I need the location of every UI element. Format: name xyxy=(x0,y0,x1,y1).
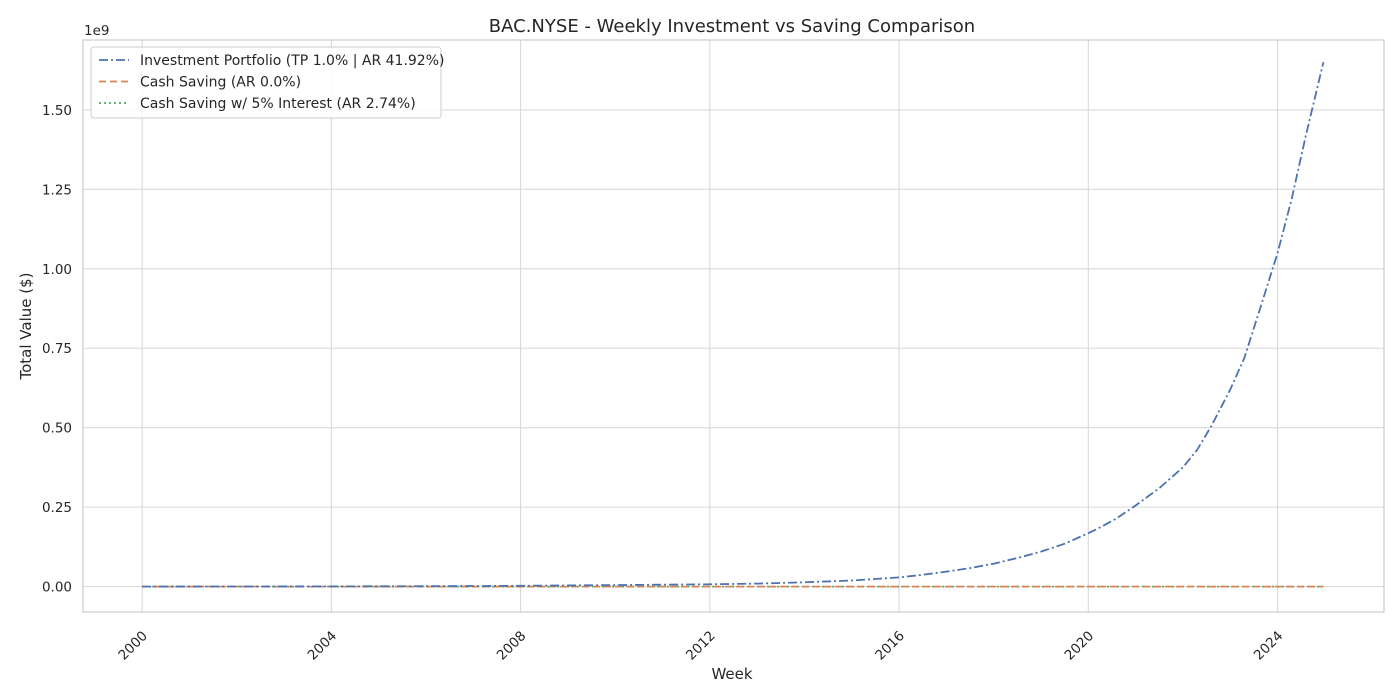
y-tick-labels: 0.00 0.25 0.50 0.75 1.00 1.25 1.50 xyxy=(42,103,72,596)
legend-entry: Investment Portfolio (TP 1.0% | AR 41.92… xyxy=(140,53,444,69)
y-tick-label: 0.00 xyxy=(42,580,72,596)
x-tick-label: 2008 xyxy=(494,628,530,664)
x-tick-label: 2016 xyxy=(872,628,908,664)
y-tick-label: 0.75 xyxy=(42,341,72,357)
series-line xyxy=(142,61,1325,588)
grid-lines xyxy=(83,40,1384,612)
y-tick-label: 0.50 xyxy=(42,421,72,437)
y-tick-label: 1.50 xyxy=(42,103,72,119)
plot-frame xyxy=(82,39,1385,613)
y-tick-label: 1.00 xyxy=(42,262,72,278)
x-tick-labels: 2000 2004 2008 2012 2016 2020 2024 xyxy=(115,628,1286,664)
x-axis-label: Week xyxy=(711,665,752,683)
legend-entry: Cash Saving (AR 0.0%) xyxy=(140,75,301,91)
x-tick-label: 2004 xyxy=(305,628,341,664)
series-lines xyxy=(142,61,1325,588)
y-tick-label: 0.25 xyxy=(42,500,72,516)
x-tick-label: 2020 xyxy=(1062,628,1098,664)
x-tick-label: 2024 xyxy=(1251,628,1287,664)
legend-box xyxy=(90,46,442,119)
legend: Investment Portfolio (TP 1.0% | AR 41.92… xyxy=(90,46,444,119)
y-axis-label: Total Value ($) xyxy=(17,272,35,380)
chart-title: BAC.NYSE - Weekly Investment vs Saving C… xyxy=(489,16,975,37)
y-tick-label: 1.25 xyxy=(42,182,72,198)
x-tick-label: 2012 xyxy=(683,628,719,664)
legend-entry: Cash Saving w/ 5% Interest (AR 2.74%) xyxy=(140,96,416,112)
y-axis-offset-label: 1e9 xyxy=(84,23,109,39)
x-tick-label: 2000 xyxy=(115,628,151,664)
